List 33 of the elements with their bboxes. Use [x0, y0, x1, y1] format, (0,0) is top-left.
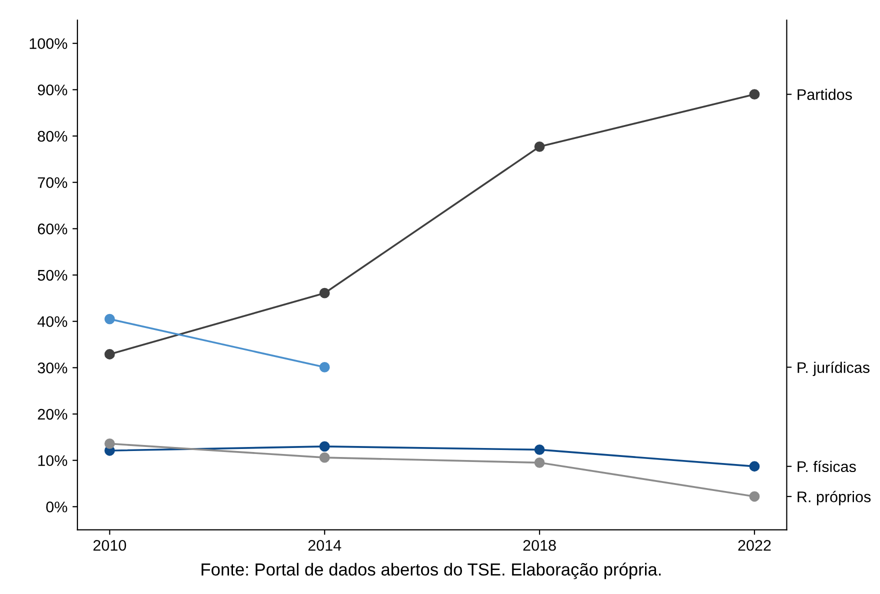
point	[749, 491, 760, 502]
point	[749, 461, 760, 472]
text: P. físicas	[798, 460, 856, 472]
y-tick-label: 80%	[38, 130, 68, 142]
point	[104, 349, 115, 360]
x-tick-label: 2022	[738, 540, 771, 551]
point	[319, 441, 330, 452]
y-tick-label: 70%	[38, 177, 68, 188]
point	[104, 438, 115, 449]
y-tick-label: 50%	[38, 270, 68, 281]
source-note: Fonte: Portal de dados abertos do TSE. Elaboração própria.	[202, 562, 661, 580]
point	[319, 452, 330, 463]
point	[534, 141, 545, 152]
y-tick-label: 60%	[38, 224, 68, 234]
point	[104, 314, 115, 324]
x-tick-label: 2018	[523, 540, 556, 551]
point	[749, 89, 760, 100]
point	[534, 444, 545, 455]
x-tick-label: 2010	[93, 540, 126, 551]
point	[319, 362, 330, 372]
text: P. jurídicas	[798, 362, 870, 376]
y-tick-label: 90%	[38, 84, 68, 96]
y-tick-label: 0%	[46, 502, 68, 512]
y-tick-label: 40%	[37, 316, 68, 328]
point	[319, 288, 330, 298]
point	[534, 457, 545, 468]
text: R. próprios	[798, 490, 871, 506]
y-tick-label: 30%	[38, 362, 68, 374]
y-tick-label: 100%	[30, 38, 68, 50]
text: Partidos	[798, 88, 852, 100]
y-tick-label: 10%	[38, 455, 68, 466]
y-tick-label: 20%	[38, 408, 68, 420]
x-tick-label: 2014	[308, 540, 342, 551]
